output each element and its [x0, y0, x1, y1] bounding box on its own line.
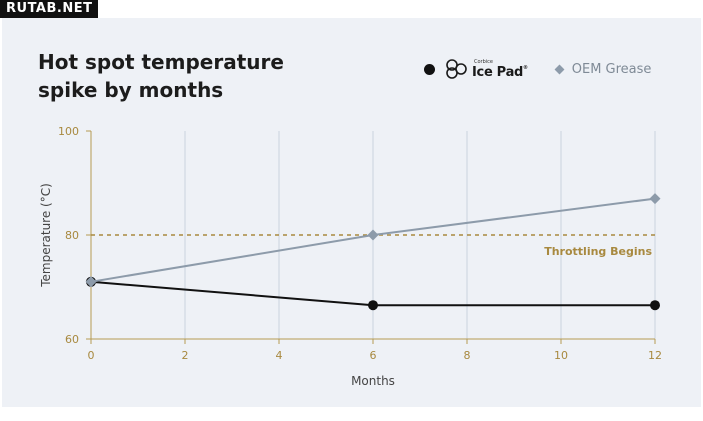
logo-brand-main: Ice Pad® — [472, 64, 528, 80]
x-tick-label-2: 2 — [182, 349, 189, 362]
chart-legend: Corbice Ice Pad® OEM Grease — [424, 56, 651, 82]
legend-item-icepad: Corbice Ice Pad® — [424, 58, 528, 80]
chart-title: Hot spot temperature spike by months — [38, 50, 284, 102]
circle-marker-icon — [424, 63, 435, 75]
hexagon-rings-logo-icon — [446, 59, 467, 79]
y-tick-label-60: 60 — [65, 333, 79, 346]
threshold-label: Throttling Begins — [544, 245, 652, 258]
y-tick-label-100: 100 — [58, 125, 79, 138]
x-tick-label-0: 0 — [88, 349, 95, 362]
data-point-oem-grease-1 — [367, 229, 379, 241]
x-tick-label-8: 8 — [464, 349, 471, 362]
data-point-oem-grease-2 — [649, 193, 661, 205]
logo-brand-small: Corbice — [474, 58, 493, 65]
x-tick-label-4: 4 — [276, 349, 283, 362]
x-tick-label-6: 6 — [370, 349, 377, 362]
legend-label-oem: OEM Grease — [571, 61, 652, 77]
x-axis-title: Months — [351, 374, 395, 388]
y-axis-title: Temperature (°C) — [39, 183, 53, 288]
data-point-oem-grease-0 — [85, 276, 97, 288]
watermark: RUTAB.NET — [0, 0, 99, 18]
legend-item-oem: OEM Grease — [554, 61, 652, 77]
x-tick-label-10: 10 — [554, 349, 568, 362]
icepad-logo: Corbice Ice Pad® — [472, 58, 528, 80]
x-tick-label-12: 12 — [648, 349, 662, 362]
chart-card — [2, 18, 701, 407]
data-point-ice-pad-1 — [368, 300, 378, 311]
y-tick-label-80: 80 — [65, 229, 79, 242]
data-point-ice-pad-2 — [650, 300, 660, 311]
